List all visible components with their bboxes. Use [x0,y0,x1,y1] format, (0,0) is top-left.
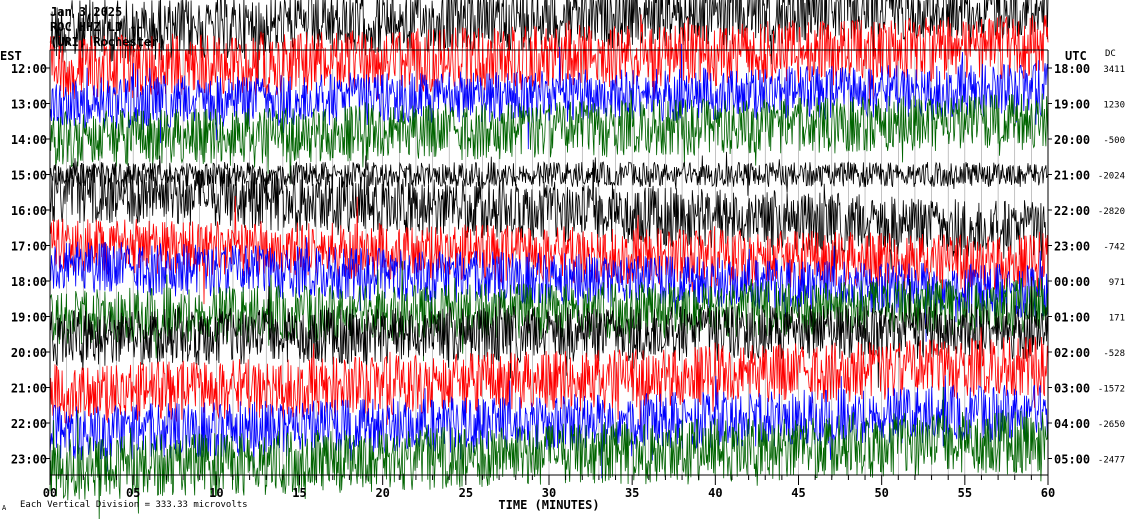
est-timezone-label: EST [0,49,22,63]
est-hour-label: 20:00 [11,346,47,360]
x-tick-label: 55 [958,486,972,500]
x-tick-label: 20 [375,486,389,500]
est-hour-label: 18:00 [11,275,47,289]
est-hour-label: 21:00 [11,382,47,396]
dc-offset-label: 1230 [1103,101,1125,111]
dc-offset-label: -1572 [1098,385,1125,395]
x-tick-label: 00 [43,486,57,500]
trace-1300 [49,43,1049,150]
est-hour-label: 23:00 [11,453,47,467]
x-tick-label: 45 [791,486,805,500]
date-label: Jan 3,2025 [50,5,123,19]
est-hour-label: 12:00 [11,62,47,76]
station-label: ROC HHZ LD -- [50,20,144,34]
utc-timezone-label: UTC [1065,49,1087,63]
est-hour-label: 22:00 [11,417,47,431]
trace-1900 [49,261,1049,362]
est-hour-label: 14:00 [11,133,47,147]
x-tick-label: 35 [625,486,639,500]
x-tick-label: 15 [292,486,306,500]
dc-offset-label: -2024 [1098,172,1125,182]
trace-1200 [49,14,1049,108]
x-tick-label: 10 [209,486,223,500]
axis-labels: 12:00 18:00 3411 13:00 19:00 1230 14:00 20:00 -5… [11,62,1125,512]
utc-hour-label: 03:00 [1054,382,1090,396]
utc-hour-label: 19:00 [1054,98,1090,112]
trace-1100 [49,0,1049,87]
x-axis-title: TIME (MINUTES) [498,498,599,512]
dc-offset-label: 971 [1109,278,1125,288]
est-hour-label: 13:00 [11,98,47,112]
est-hour-label: 15:00 [11,169,47,183]
dc-offset-label: 3411 [1103,65,1125,75]
dc-offset-label: 171 [1109,314,1125,324]
dc-offset-label: -500 [1103,136,1125,146]
trace-2000 [49,276,1049,388]
trace-1400 [49,90,1049,185]
utc-hour-label: 02:00 [1054,346,1090,360]
utc-hour-label: 23:00 [1054,240,1090,254]
x-tick-label: 50 [874,486,888,500]
dc-offset-label: -2650 [1098,420,1125,430]
est-hour-label: 19:00 [11,311,47,325]
utc-hour-label: 05:00 [1054,453,1090,467]
utc-hour-label: 04:00 [1054,417,1090,431]
utc-hour-label: 18:00 [1054,62,1090,76]
x-tick-label: 60 [1041,486,1055,500]
trace-1800 [49,237,1049,342]
trace-2100 [49,327,1049,431]
seismic-traces [49,0,1049,519]
est-hour-label: 16:00 [11,204,47,218]
utc-hour-label: 21:00 [1054,169,1090,183]
plot-frame [46,49,1052,485]
utc-hour-label: 20:00 [1054,133,1090,147]
x-tick-label: 05 [126,486,140,500]
est-hour-label: 17:00 [11,240,47,254]
x-tick-label: 40 [708,486,722,500]
utc-hour-label: 01:00 [1054,311,1090,325]
dc-offset-label: -2477 [1098,456,1125,466]
utc-hour-label: 00:00 [1054,275,1090,289]
trace-1500 [49,151,1049,200]
x-tick-label: 25 [459,486,473,500]
x-tick-label: 30 [542,486,556,500]
dc-offset-label: -2820 [1098,207,1125,217]
corner-mark: A [2,504,7,512]
dc-header-label: DC [1105,49,1116,59]
utc-hour-label: 22:00 [1054,204,1090,218]
scale-note: Each Vertical Division = 333.33 microvol… [20,500,248,510]
trace-1600 [49,159,1049,270]
dc-offset-label: -528 [1103,349,1125,359]
location-label: (URI, Rochester) [50,35,166,49]
dc-offset-label: -742 [1103,243,1125,253]
